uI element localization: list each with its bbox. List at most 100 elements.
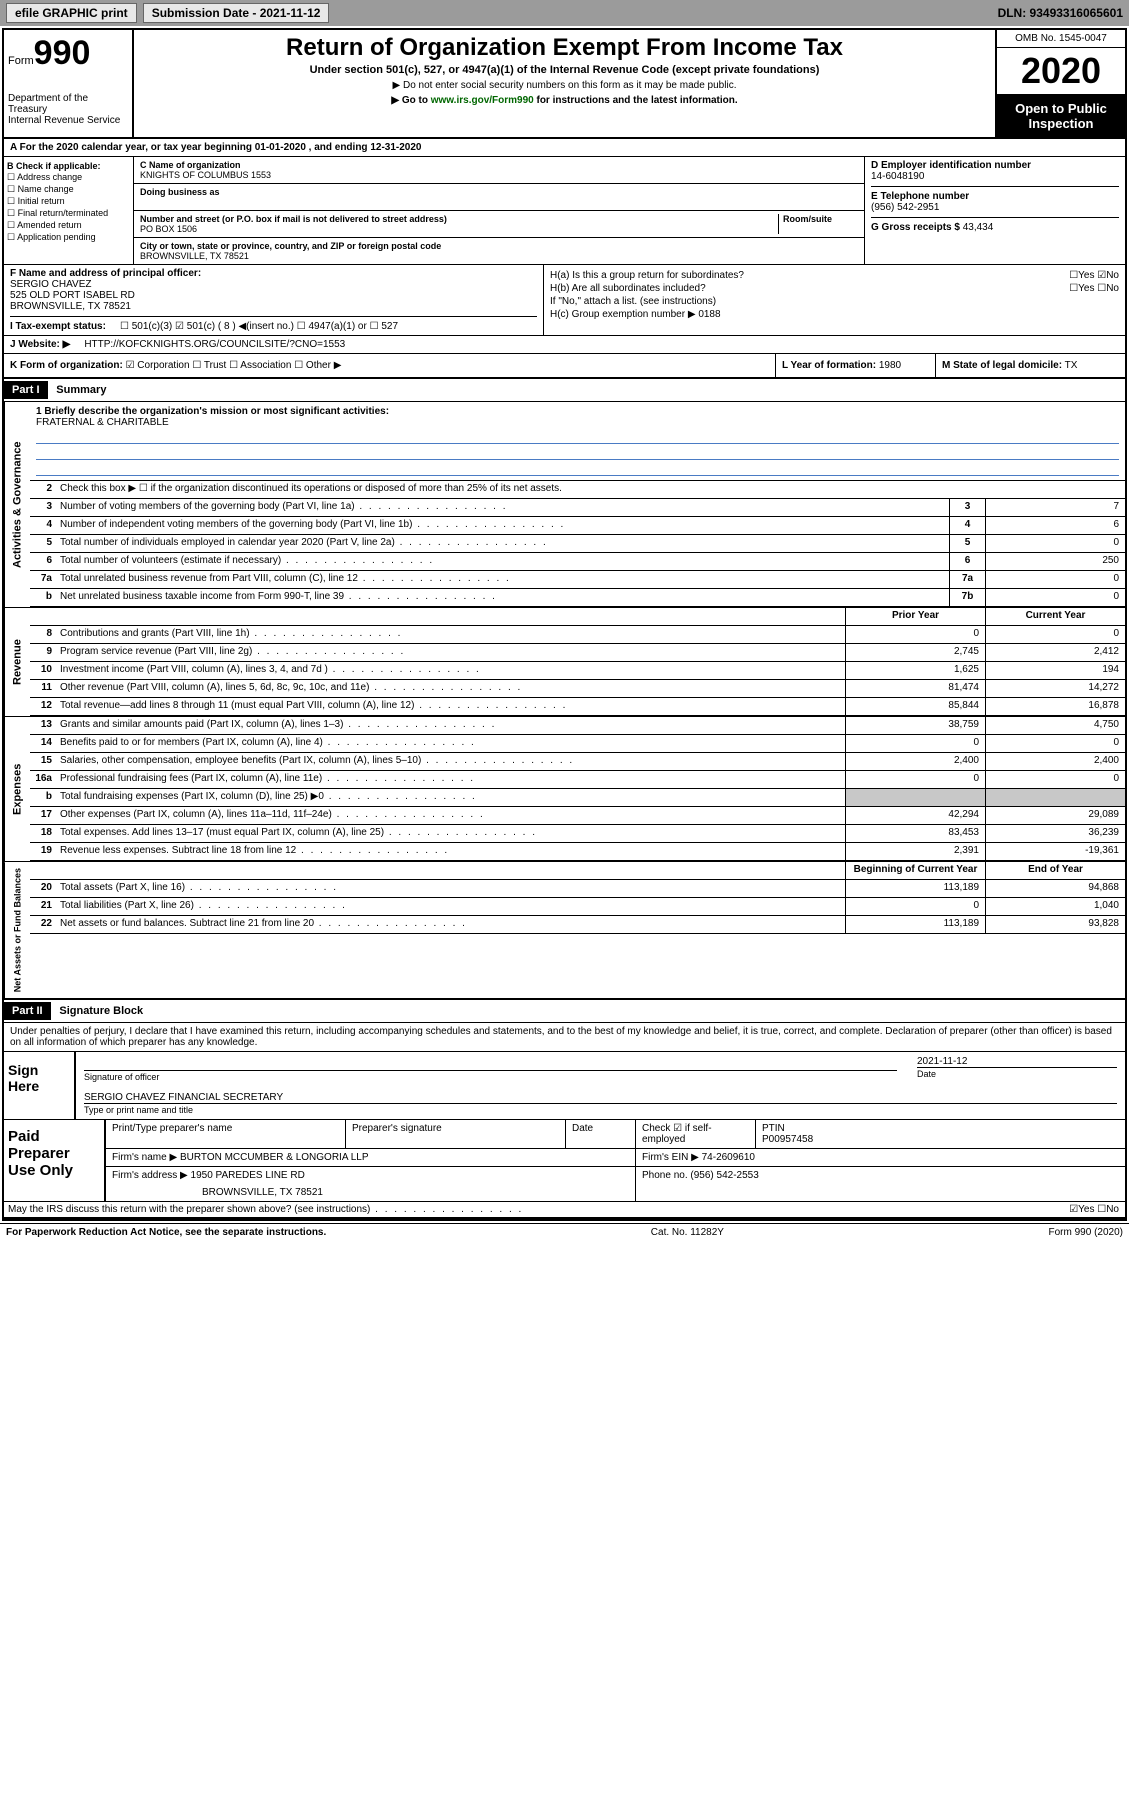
addr-row: Number and street (or P.O. box if mail i… <box>134 211 864 238</box>
box-b-title: B Check if applicable: <box>7 161 130 171</box>
side-netassets: Net Assets or Fund Balances <box>4 862 30 998</box>
prior-8: 0 <box>845 626 985 643</box>
current-11: 14,272 <box>985 680 1125 697</box>
opt-addr-change[interactable]: ☐ Address change <box>7 172 130 183</box>
row-20: 20 Total assets (Part X, line 16) 113,18… <box>30 880 1125 898</box>
sig-name: SERGIO CHAVEZ FINANCIAL SECRETARY <box>84 1092 1117 1103</box>
hb-ans[interactable]: ☐Yes ☐No <box>1069 283 1119 294</box>
mission-label: 1 Briefly describe the organization's mi… <box>36 406 1119 417</box>
opt-initial[interactable]: ☐ Initial return <box>7 196 130 207</box>
prior-13: 38,759 <box>845 717 985 734</box>
prior-12: 85,844 <box>845 698 985 715</box>
opt-name-change[interactable]: ☐ Name change <box>7 184 130 195</box>
text-15: Salaries, other compensation, employee b… <box>56 753 845 770</box>
box-m: M State of legal domicile: TX <box>935 354 1125 377</box>
row-12: 12 Total revenue—add lines 8 through 11 … <box>30 698 1125 716</box>
gov-text-3: Number of voting members of the governin… <box>56 499 949 516</box>
gross-value: 43,434 <box>963 222 994 233</box>
officer-addr1: 525 OLD PORT ISABEL RD <box>10 290 537 301</box>
paid-preparer-block: Paid Preparer Use Only Print/Type prepar… <box>4 1119 1125 1201</box>
prior-18: 83,453 <box>845 825 985 842</box>
footer-mid: Cat. No. 11282Y <box>651 1227 724 1238</box>
dept-treasury: Department of the Treasury <box>8 93 128 115</box>
text-21: Total liabilities (Part X, line 26) <box>56 898 845 915</box>
sig-date-label: Date <box>917 1067 1117 1079</box>
ptin-label: PTIN <box>762 1123 1119 1134</box>
mission-text: FRATERNAL & CHARITABLE <box>36 417 1119 428</box>
title-cell: Return of Organization Exempt From Incom… <box>134 30 995 137</box>
domicile: TX <box>1065 360 1078 371</box>
form-org-label: K Form of organization: <box>10 360 123 371</box>
form-number: 990 <box>34 34 91 72</box>
submission-btn[interactable]: Submission Date - 2021-11-12 <box>143 3 330 23</box>
website-url[interactable]: HTTP://KOFCKNIGHTS.ORG/COUNCILSITE/?CNO=… <box>84 339 345 350</box>
opt-final[interactable]: ☐ Final return/terminated <box>7 208 130 219</box>
side-governance: Activities & Governance <box>4 402 30 607</box>
current-21: 1,040 <box>985 898 1125 915</box>
firm-addr2: BROWNSVILLE, TX 78521 <box>202 1187 629 1198</box>
form-org-opts[interactable]: ☑ Corporation ☐ Trust ☐ Association ☐ Ot… <box>126 360 342 371</box>
box-d: D Employer identification number 14-6048… <box>865 157 1125 264</box>
row-16a: 16a Professional fundraising fees (Part … <box>30 771 1125 789</box>
opt-pending[interactable]: ☐ Application pending <box>7 232 130 243</box>
prior-21: 0 <box>845 898 985 915</box>
prep-h4[interactable]: Check ☑ if self-employed <box>636 1120 756 1148</box>
footer-right: Form 990 (2020) <box>1049 1227 1123 1238</box>
gov-val-b: 0 <box>985 589 1125 606</box>
text-22: Net assets or fund balances. Subtract li… <box>56 916 845 933</box>
gov-text-7a: Total unrelated business revenue from Pa… <box>56 571 949 588</box>
end-year-hdr: End of Year <box>985 862 1125 879</box>
org-name-label: C Name of organization <box>140 160 858 170</box>
hb-note: If "No," attach a list. (see instruction… <box>550 296 1119 307</box>
box-j: J Website: ▶ HTTP://KOFCKNIGHTS.ORG/COUN… <box>4 336 1125 354</box>
boxes-klm: K Form of organization: ☑ Corporation ☐ … <box>4 354 1125 379</box>
footer-left: For Paperwork Reduction Act Notice, see … <box>6 1227 326 1238</box>
gov-row-7a: 7a Total unrelated business revenue from… <box>30 571 1125 589</box>
current-12: 16,878 <box>985 698 1125 715</box>
firm-tel-label: Phone no. <box>642 1170 688 1181</box>
line-a: A For the 2020 calendar year, or tax yea… <box>4 139 1125 157</box>
sig-date: 2021-11-12 <box>917 1056 1117 1067</box>
part1-title: Summary <box>56 384 106 396</box>
row-18: 18 Total expenses. Add lines 13–17 (must… <box>30 825 1125 843</box>
ha-text: H(a) Is this a group return for subordin… <box>550 270 744 281</box>
text-8: Contributions and grants (Part VIII, lin… <box>56 626 845 643</box>
current-14: 0 <box>985 735 1125 752</box>
prior-9: 2,745 <box>845 644 985 661</box>
discuss-ans[interactable]: ☑Yes ☐No <box>1005 1202 1125 1217</box>
toolbar: efile GRAPHIC print Submission Date - 20… <box>0 0 1129 26</box>
prep-h1: Print/Type preparer's name <box>106 1120 346 1148</box>
gov-box-5: 5 <box>949 535 985 552</box>
firm-label: Firm's name ▶ <box>112 1152 177 1163</box>
opt-amended[interactable]: ☐ Amended return <box>7 220 130 231</box>
current-13: 4,750 <box>985 717 1125 734</box>
tax-status-opts[interactable]: ☐ 501(c)(3) ☑ 501(c) ( 8 ) ◀(insert no.)… <box>120 321 398 332</box>
ptin-value: P00957458 <box>762 1134 1119 1145</box>
prior-22: 113,189 <box>845 916 985 933</box>
boxes-bcd: B Check if applicable: ☐ Address change … <box>4 157 1125 265</box>
text-9: Program service revenue (Part VIII, line… <box>56 644 845 661</box>
efile-btn[interactable]: efile GRAPHIC print <box>6 3 137 23</box>
ha-ans[interactable]: ☐Yes ☑No <box>1069 270 1119 281</box>
tax-year: 2020 <box>997 48 1125 95</box>
firm-addr1: 1950 PAREDES LINE RD <box>191 1170 305 1181</box>
current-22: 93,828 <box>985 916 1125 933</box>
row-9: 9 Program service revenue (Part VIII, li… <box>30 644 1125 662</box>
text-12: Total revenue—add lines 8 through 11 (mu… <box>56 698 845 715</box>
form990-link[interactable]: www.irs.gov/Form990 <box>431 95 534 106</box>
prep-firm-row: Firm's name ▶ BURTON MCCUMBER & LONGORIA… <box>106 1149 1125 1167</box>
city-label: City or town, state or province, country… <box>140 241 858 251</box>
current-10: 194 <box>985 662 1125 679</box>
box-l: L Year of formation: 1980 <box>775 354 935 377</box>
subtitle-3: ▶ Go to www.irs.gov/Form990 for instruct… <box>144 95 985 106</box>
dba-row: Doing business as <box>134 184 864 211</box>
gov-val-5: 0 <box>985 535 1125 552</box>
prep-h2: Preparer's signature <box>346 1120 566 1148</box>
current-18: 36,239 <box>985 825 1125 842</box>
firm-ein-label: Firm's EIN ▶ <box>642 1152 699 1163</box>
year-formation: 1980 <box>879 360 901 371</box>
q2-row: 2 Check this box ▶ ☐ if the organization… <box>30 481 1125 499</box>
mission-block: 1 Briefly describe the organization's mi… <box>30 402 1125 481</box>
omb-number: OMB No. 1545-0047 <box>997 30 1125 48</box>
row-11: 11 Other revenue (Part VIII, column (A),… <box>30 680 1125 698</box>
